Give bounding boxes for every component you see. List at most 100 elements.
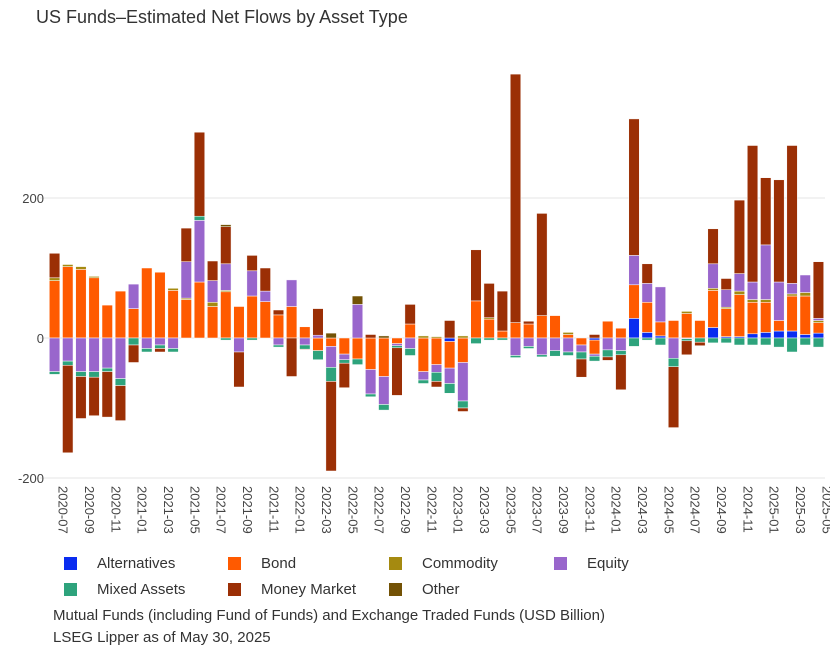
- bar-equity-2023-09: [549, 337, 561, 351]
- bar-commodity-2023-10: [562, 332, 574, 335]
- legend-item-alternatives[interactable]: Alternatives: [64, 555, 175, 572]
- bar-mixed-assets-2020-10: [88, 371, 100, 378]
- legend-label-money-market: Money Market: [261, 581, 357, 598]
- legend-item-mixed-assets[interactable]: Mixed Assets: [64, 581, 185, 598]
- bar-bond-2025-01: [760, 302, 772, 333]
- x-tick-label: 2021-11: [266, 486, 281, 533]
- bar-equity-2022-02: [299, 337, 311, 346]
- bar-bond-2021-08: [220, 291, 232, 339]
- bar-mixed-assets-2024-03: [628, 337, 640, 347]
- bar-money-market-2025-02: [773, 179, 785, 283]
- bar-equity-2022-04: [325, 346, 337, 368]
- bar-commodity-2024-11: [733, 290, 745, 295]
- bar-mixed-assets-2021-10: [246, 337, 258, 341]
- bar-bond-2020-10: [88, 277, 100, 339]
- bar-equity-2020-09: [75, 337, 87, 372]
- bar-bond-2023-02: [457, 337, 469, 363]
- x-tick-label: 2023-05: [503, 486, 518, 534]
- bar-mixed-assets-2024-12: [747, 337, 759, 346]
- legend-item-money-market[interactable]: Money Market: [228, 581, 356, 598]
- bar-mixed-assets-2024-01: [602, 349, 614, 358]
- bar-alternatives-2025-01: [760, 332, 772, 339]
- bar-mixed-assets-2023-08: [536, 354, 548, 358]
- legend-label-mixed-assets: Mixed Assets: [97, 581, 186, 598]
- bar-equity-2025-02: [773, 281, 785, 321]
- x-tick-label: 2021-01: [135, 486, 150, 534]
- bar-bond-2025-02: [773, 320, 785, 332]
- legend-swatch-alternatives: [64, 557, 77, 570]
- bar-mixed-assets-2021-03: [154, 344, 166, 349]
- y-tick-label: 0: [37, 331, 44, 346]
- bar-equity-2023-10: [562, 337, 574, 353]
- bar-equity-2021-03: [154, 337, 166, 346]
- net-flows-chart: -200 0 200 2020-07 2020-09 2020-11 2021-01 2021…: [18, 73, 830, 534]
- bar-money-market-2024-04: [641, 263, 653, 284]
- bar-money-market-2024-09: [707, 228, 719, 265]
- bar-money-market-2023-05: [496, 290, 508, 332]
- bar-mixed-assets-2023-01: [444, 383, 456, 394]
- bar-commodity-2025-05: [812, 320, 824, 323]
- bar-money-market-2024-10: [720, 278, 732, 290]
- bar-commodity-2022-12: [430, 336, 443, 339]
- bar-money-market-2024-07: [681, 340, 693, 356]
- x-tick-label: 2024-03: [635, 486, 650, 534]
- bar-mixed-assets-2025-02: [773, 337, 785, 348]
- bar-alternatives-2023-01: [444, 337, 456, 342]
- bar-bond-2023-03: [470, 300, 482, 339]
- bar-equity-2022-12: [430, 364, 443, 373]
- bar-mixed-assets-2023-06: [509, 355, 522, 358]
- bar-bond-2023-04: [483, 318, 495, 339]
- bar-money-market-2024-02: [615, 354, 627, 391]
- bar-commodity-2022-11: [417, 335, 429, 339]
- legend-swatch-bond: [228, 557, 241, 570]
- bar-bond-2023-05: [496, 330, 508, 339]
- bar-money-market-2024-11: [733, 199, 745, 274]
- bar-bond-2023-07: [523, 323, 535, 339]
- bar-mixed-assets-2020-08: [62, 360, 74, 366]
- bar-money-market-2020-09: [75, 376, 87, 419]
- bar-equity-2024-10: [720, 289, 732, 308]
- x-tick-label: 2021-03: [161, 486, 176, 534]
- bar-commodity-2024-12: [747, 299, 759, 303]
- bar-money-market-2024-12: [747, 145, 759, 283]
- bar-money-market-2022-04: [325, 381, 337, 472]
- bar-bond-2023-09: [549, 315, 561, 339]
- legend-item-equity[interactable]: Equity: [554, 555, 629, 572]
- bar-bond-2022-10: [404, 323, 416, 339]
- legend-item-commodity[interactable]: Commodity: [389, 555, 498, 572]
- x-tick-label: 2023-03: [477, 486, 492, 534]
- bar-money-market-2023-07: [523, 320, 535, 325]
- bar-money-market-2024-03: [628, 118, 640, 256]
- bar-bond-2021-04: [167, 290, 179, 339]
- x-tick-label: 2022-09: [398, 486, 413, 534]
- bar-money-market-2021-07: [207, 260, 219, 281]
- bar-mixed-assets-2022-11: [417, 379, 429, 384]
- bar-money-market-2022-10: [404, 304, 416, 325]
- bar-mixed-assets-2024-08: [694, 337, 706, 343]
- legend-swatch-commodity: [389, 557, 402, 570]
- legend-item-bond[interactable]: Bond: [228, 555, 296, 572]
- bar-bond-2024-05: [654, 321, 666, 337]
- bar-commodity-2024-09: [707, 288, 719, 291]
- bar-bond-2023-01: [444, 341, 456, 369]
- bar-mixed-assets-2022-05: [338, 359, 350, 364]
- bar-bond-2025-03: [786, 295, 798, 332]
- bar-money-market-2022-09: [391, 347, 403, 396]
- bar-equity-2021-11: [259, 290, 271, 302]
- bar-equity-2021-08: [220, 263, 232, 291]
- bar-equity-2023-02: [457, 362, 469, 402]
- bar-bond-2024-11: [733, 294, 745, 337]
- bar-equity-2023-12: [589, 353, 601, 357]
- legend-item-other[interactable]: Other: [389, 581, 460, 598]
- bar-mixed-assets-2025-04: [799, 337, 811, 346]
- x-tick-label: 2023-09: [556, 486, 571, 534]
- bar-bond-2020-07: [49, 280, 61, 339]
- bar-mixed-assets-2021-12: [272, 344, 284, 348]
- bar-bond-2022-08: [378, 337, 390, 377]
- x-tick-label: 2023-07: [530, 486, 545, 534]
- bar-mixed-assets-2022-09: [391, 345, 403, 349]
- bar-bond-2024-10: [720, 308, 732, 337]
- bar-money-market-2021-01: [128, 344, 140, 363]
- bar-bond-2023-08: [536, 315, 548, 339]
- bar-money-market-2020-08: [62, 365, 74, 454]
